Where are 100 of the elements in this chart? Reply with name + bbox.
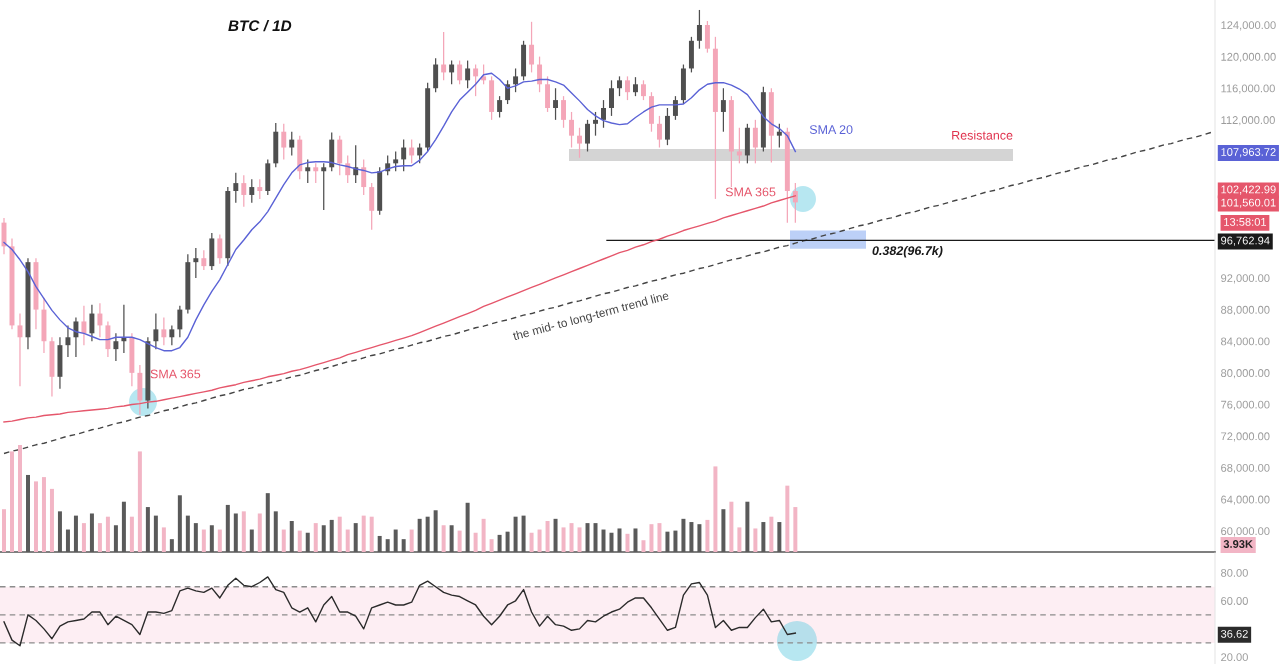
bar: [481, 518, 486, 552]
candlestick: [505, 79, 511, 105]
candlestick: [473, 63, 479, 97]
candlestick: [89, 304, 95, 342]
candlestick: [465, 59, 471, 89]
y-tick-label: 101,560.01: [1221, 198, 1276, 208]
bar: [105, 516, 110, 552]
candlestick: [313, 162, 319, 184]
candlestick: [704, 20, 710, 54]
candlestick: [433, 57, 439, 93]
candlestick: [736, 127, 742, 164]
candlestick: [776, 123, 782, 149]
y-tick-label: 20.00: [1221, 653, 1248, 662]
candlestick: [609, 79, 614, 117]
candlestick: [233, 172, 239, 204]
candlestick: [792, 182, 798, 224]
candlestick: [193, 247, 199, 279]
candlestick: [409, 138, 415, 164]
band-label: Resistance: [952, 130, 1013, 140]
candlestick: [65, 324, 71, 358]
bar: [769, 516, 774, 552]
candlestick: [696, 9, 702, 50]
candlestick: [289, 131, 295, 157]
candlestick: [529, 21, 535, 74]
bar: [409, 529, 414, 552]
candlestick: [720, 87, 726, 133]
candlestick: [441, 31, 447, 81]
bar: [625, 533, 630, 552]
y-tick-label: 84,000.00: [1221, 337, 1270, 347]
candlestick: [617, 75, 622, 97]
candlestick: [369, 182, 375, 231]
candlestick: [337, 135, 343, 176]
bar: [49, 488, 54, 552]
candlestick: [401, 138, 407, 172]
bar: [161, 527, 166, 552]
bar: [657, 523, 662, 552]
bar: [729, 501, 734, 552]
bar: [649, 524, 654, 552]
bar: [793, 507, 798, 552]
candlestick: [217, 233, 223, 265]
candlestick: [664, 107, 670, 146]
candlestick: [305, 158, 311, 184]
candlestick: [249, 178, 255, 204]
y-tick-label: 102,422.99: [1221, 185, 1276, 195]
candlestick: [417, 142, 423, 164]
candlestick: [393, 150, 399, 172]
bar: [489, 539, 494, 552]
bar: [241, 511, 246, 552]
candlestick: [601, 99, 606, 129]
y-tick-label: 64,000.00: [1221, 495, 1270, 505]
bar: [473, 532, 478, 552]
candlestick: [321, 162, 327, 211]
y-tick-label: 80.00: [1221, 568, 1248, 577]
text: 13:58:01: [1224, 217, 1267, 226]
candlestick: [257, 178, 263, 200]
bar: [457, 530, 462, 552]
candlestick: [201, 249, 207, 271]
bar: [33, 481, 38, 552]
bar: [281, 529, 286, 552]
bar: [97, 523, 102, 552]
bar: [753, 528, 758, 552]
bar: [345, 529, 350, 552]
bar: [41, 477, 46, 552]
candlestick: [73, 316, 79, 358]
bar: [537, 529, 542, 552]
candlestick: [545, 75, 551, 113]
annotation: SMA 365: [150, 369, 201, 379]
bar: [529, 532, 534, 552]
y-tick-label: 76,000.00: [1221, 400, 1270, 410]
bar: [2, 509, 6, 552]
bar: [313, 523, 318, 552]
y-tick-label: 36.62: [1220, 629, 1248, 638]
text: BTC / 1D: [228, 19, 292, 32]
series-label: SMA 20: [809, 125, 853, 134]
bar: [641, 540, 646, 552]
bar: [705, 519, 710, 552]
candlestick: [569, 111, 575, 149]
legend-label: SMA 365: [725, 187, 776, 197]
candlestick: [241, 174, 247, 208]
candlestick: [752, 119, 758, 164]
bar: [713, 466, 718, 552]
y-tick-label: 60.00: [1221, 597, 1248, 605]
candlestick: [449, 59, 455, 85]
y-tick-label: 88,000.00: [1221, 305, 1270, 316]
candlestick: [585, 119, 590, 153]
candlestick: [105, 320, 111, 358]
bar: [217, 529, 222, 552]
candlestick: [656, 115, 662, 149]
ref-line-label: 0.382(96.7k): [872, 245, 943, 258]
candlestick: [177, 305, 183, 338]
bar: [17, 445, 22, 552]
y-tick-label: 72,000.00: [1221, 432, 1270, 442]
y-tick-label: 107,963.72: [1221, 148, 1276, 158]
y-tick-label: 68,000.00: [1221, 463, 1270, 474]
candlestick: [640, 79, 646, 101]
bar: [577, 527, 582, 552]
candlestick: [497, 95, 503, 119]
candlestick: [513, 67, 519, 93]
bar: [9, 451, 14, 552]
candlestick: [625, 75, 630, 101]
